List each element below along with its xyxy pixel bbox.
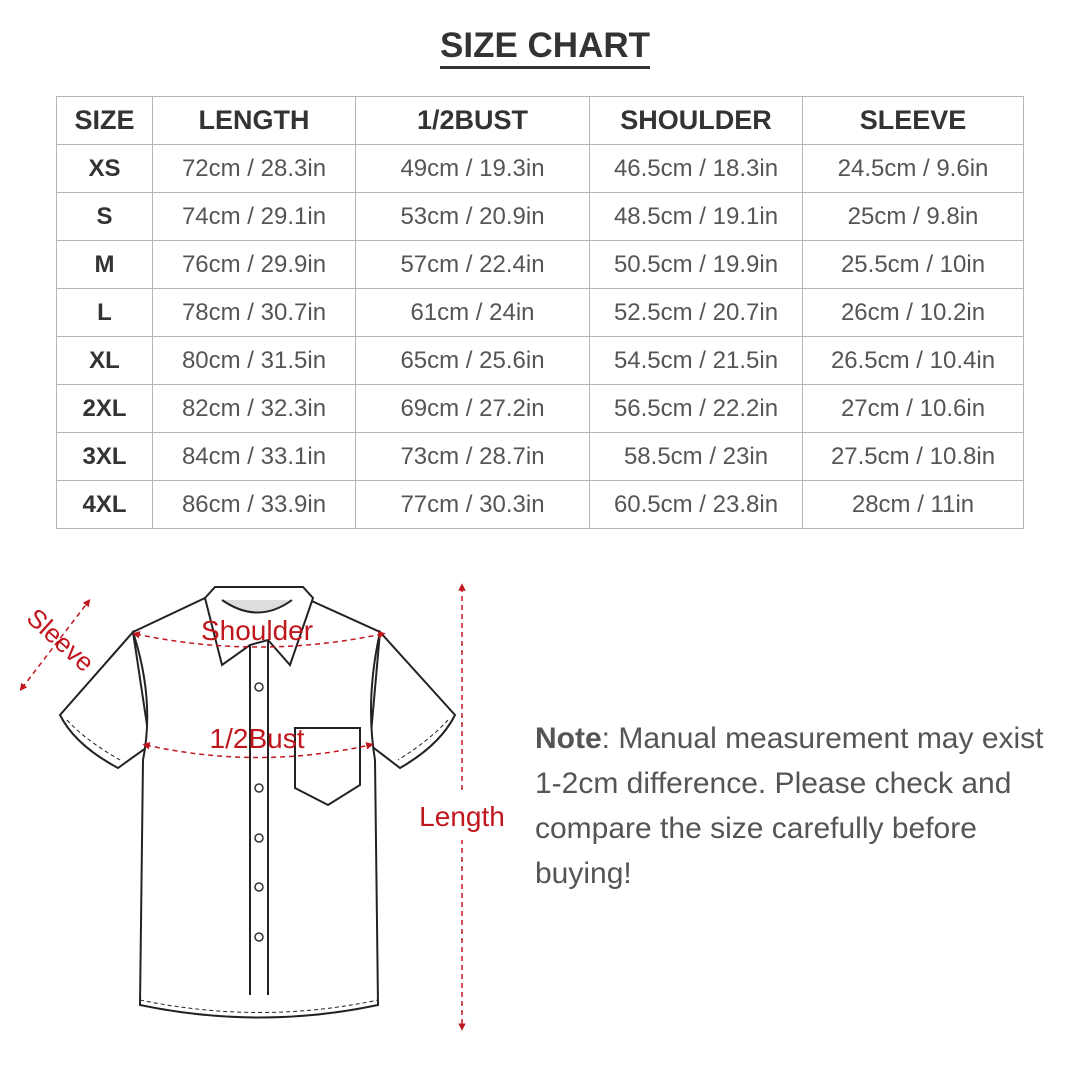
table-row: 3XL 84cm / 33.1in 73cm / 28.7in 58.5cm / 23… [56, 432, 1024, 481]
size-cell: L [56, 288, 153, 337]
size-cell: 3XL [56, 432, 153, 481]
length-cell: 82cm / 32.3in [152, 384, 356, 433]
header-length: LENGTH [152, 96, 356, 145]
shoulder-cell: 60.5cm / 23.8in [589, 480, 803, 529]
shoulder-cell: 48.5cm / 19.1in [589, 192, 803, 241]
bust-cell: 69cm / 27.2in [355, 384, 590, 433]
sleeve-cell: 27cm / 10.6in [802, 384, 1024, 433]
table-header-row: SIZE LENGTH 1/2BUST SHOULDER SLEEVE [56, 96, 1024, 145]
table-row: XS 72cm / 28.3in 49cm / 19.3in 46.5cm / 18.… [56, 144, 1024, 193]
length-cell: 76cm / 29.9in [152, 240, 356, 289]
size-cell: 4XL [56, 480, 153, 529]
sleeve-cell: 26cm / 10.2in [802, 288, 1024, 337]
header-size: SIZE [56, 96, 153, 145]
sleeve-label: Sleeve [21, 602, 100, 677]
page-title: SIZE CHART [0, 26, 1080, 69]
table-row: 2XL 82cm / 32.3in 69cm / 27.2in 56.5cm / 22… [56, 384, 1024, 433]
table-row: S 74cm / 29.1in 53cm / 20.9in 48.5cm / 19.1… [56, 192, 1024, 241]
length-cell: 78cm / 30.7in [152, 288, 356, 337]
shoulder-cell: 54.5cm / 21.5in [589, 336, 803, 385]
bust-measure-line [142, 742, 374, 759]
length-cell: 86cm / 33.9in [152, 480, 356, 529]
shirt-outline [58, 586, 457, 1019]
note-label: Note [535, 722, 602, 755]
shirt-diagram: Shoulder 1/2Bust Length Sleeve [19, 583, 505, 1031]
header-bust: 1/2BUST [355, 96, 590, 145]
sleeve-cell: 27.5cm / 10.8in [802, 432, 1024, 481]
shoulder-measure-line [132, 631, 386, 648]
length-cell: 74cm / 29.1in [152, 192, 356, 241]
length-cell: 80cm / 31.5in [152, 336, 356, 385]
shoulder-cell: 58.5cm / 23in [589, 432, 803, 481]
size-cell: S [56, 192, 153, 241]
length-label: Length [419, 801, 505, 832]
table-row: M 76cm / 29.9in 57cm / 22.4in 50.5cm / 19.9… [56, 240, 1024, 289]
sleeve-cell: 25.5cm / 10in [802, 240, 1024, 289]
table-row: 4XL 86cm / 33.9in 77cm / 30.3in 60.5cm / 23… [56, 480, 1024, 529]
sleeve-cell: 25cm / 9.8in [802, 192, 1024, 241]
size-cell: 2XL [56, 384, 153, 433]
header-sleeve: SLEEVE [802, 96, 1024, 145]
note-text: : Manual measurement may exist 1-2cm dif… [535, 722, 1044, 890]
shoulder-cell: 52.5cm / 20.7in [589, 288, 803, 337]
bust-cell: 57cm / 22.4in [355, 240, 590, 289]
bust-cell: 77cm / 30.3in [355, 480, 590, 529]
shoulder-label: Shoulder [201, 615, 313, 646]
measurement-note: Note: Manual measurement may exist 1-2cm… [535, 716, 1055, 896]
bust-label: 1/2Bust [210, 723, 305, 754]
length-cell: 84cm / 33.1in [152, 432, 356, 481]
shoulder-cell: 50.5cm / 19.9in [589, 240, 803, 289]
sleeve-cell: 28cm / 11in [802, 480, 1024, 529]
size-table: SIZE LENGTH 1/2BUST SHOULDER SLEEVE XS 72… [56, 96, 1024, 529]
shoulder-cell: 56.5cm / 22.2in [589, 384, 803, 433]
sleeve-measure-line [19, 599, 91, 691]
shirt-buttons [254, 682, 264, 942]
bust-cell: 65cm / 25.6in [355, 336, 590, 385]
size-cell: XL [56, 336, 153, 385]
table-row: L 78cm / 30.7in 61cm / 24in 52.5cm / 20.7in… [56, 288, 1024, 337]
header-shoulder: SHOULDER [589, 96, 803, 145]
sleeve-cell: 24.5cm / 9.6in [802, 144, 1024, 193]
size-cell: M [56, 240, 153, 289]
bust-cell: 73cm / 28.7in [355, 432, 590, 481]
bust-cell: 61cm / 24in [355, 288, 590, 337]
length-cell: 72cm / 28.3in [152, 144, 356, 193]
bust-cell: 49cm / 19.3in [355, 144, 590, 193]
sleeve-cell: 26.5cm / 10.4in [802, 336, 1024, 385]
shoulder-cell: 46.5cm / 18.3in [589, 144, 803, 193]
size-cell: XS [56, 144, 153, 193]
bust-cell: 53cm / 20.9in [355, 192, 590, 241]
table-row: XL 80cm / 31.5in 65cm / 25.6in 54.5cm / 21.… [56, 336, 1024, 385]
